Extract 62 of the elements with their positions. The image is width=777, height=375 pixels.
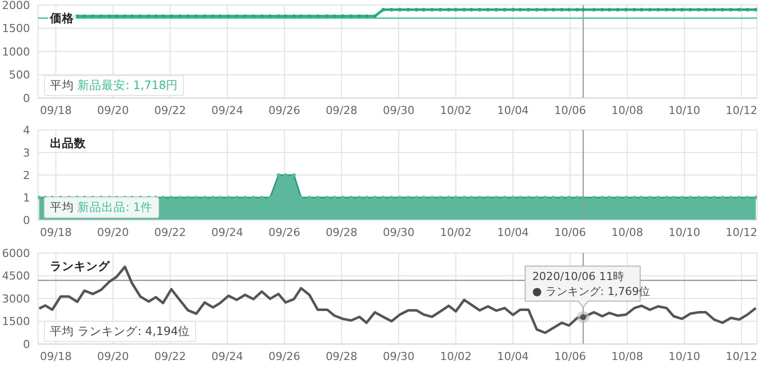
x-tick-label: 09/28 — [326, 350, 358, 363]
x-tick-label: 10/04 — [497, 104, 529, 117]
x-tick-label: 10/02 — [440, 226, 472, 239]
annotation: 平均 ランキング: 4,194位 — [50, 324, 190, 338]
y-tick-label: 0 — [23, 214, 30, 227]
x-tick-label: 10/12 — [726, 226, 758, 239]
y-tick-label: 2000 — [2, 0, 30, 12]
y-tick-label: 500 — [9, 68, 30, 82]
x-tick-label: 10/08 — [611, 104, 644, 117]
x-tick-label: 09/18 — [40, 104, 72, 117]
x-tick-label: 09/18 — [40, 226, 72, 239]
x-tick-label: 09/20 — [97, 350, 129, 363]
x-tick-label: 10/04 — [497, 350, 529, 363]
x-tick-label: 10/06 — [554, 350, 586, 363]
x-tick-label: 09/22 — [154, 350, 186, 363]
x-tick-label: 09/18 — [40, 350, 72, 363]
x-tick-label: 09/30 — [382, 104, 415, 117]
y-tick-label: 1500 — [2, 22, 30, 36]
x-tick-label: 09/26 — [268, 104, 300, 117]
text: ランキング — [48, 259, 112, 274]
x-tick-label: 09/24 — [211, 226, 244, 239]
text: 出品数 — [48, 136, 88, 151]
x-tick-label: 10/02 — [440, 104, 472, 117]
x-tick-label: 09/30 — [382, 350, 415, 363]
x-tick-label: 10/12 — [726, 350, 758, 363]
x-tick-label: 10/10 — [668, 226, 700, 239]
y-tick-label: 6000 — [2, 246, 30, 260]
annotation: 平均 新品出品: 1件 — [50, 200, 153, 214]
annotation: 平均 新品最安: 1,718円 — [50, 78, 178, 92]
y-tick-label: 3000 — [2, 292, 30, 306]
x-tick-label: 09/26 — [268, 350, 300, 363]
y-tick-label: 2 — [23, 168, 30, 182]
y-tick-label: 1000 — [2, 45, 30, 58]
x-tick-label: 10/10 — [668, 104, 700, 117]
annotation: ● ランキング: 1,769位 — [532, 285, 650, 298]
x-tick-label: 09/22 — [154, 226, 186, 239]
x-tick-label: 10/08 — [611, 226, 644, 239]
x-tick-label: 10/06 — [554, 226, 586, 239]
x-tick-label: 10/02 — [440, 350, 472, 363]
x-tick-label: 09/22 — [154, 104, 186, 117]
x-tick-label: 09/24 — [211, 104, 244, 117]
x-tick-label: 10/06 — [554, 104, 586, 117]
y-tick-label: 1 — [23, 191, 30, 204]
y-tick-label: 0 — [23, 92, 30, 105]
text: 価格 — [48, 11, 76, 26]
y-tick-label: 1500 — [2, 315, 30, 328]
x-tick-label: 09/28 — [326, 226, 358, 239]
x-tick-label: 10/04 — [497, 226, 529, 239]
x-tick-label: 09/26 — [268, 226, 300, 239]
x-tick-label: 09/28 — [326, 104, 358, 117]
y-tick-label: 4 — [23, 124, 30, 137]
x-tick-label: 09/20 — [97, 104, 129, 117]
x-tick-label: 10/08 — [611, 350, 644, 363]
x-tick-label: 10/12 — [726, 104, 758, 117]
x-tick-label: 09/20 — [97, 226, 129, 239]
y-tick-label: 4500 — [2, 270, 30, 283]
x-tick-label: 09/24 — [211, 350, 244, 363]
y-tick-label: 3 — [23, 146, 30, 160]
annotation: 2020/10/06 11時 — [532, 270, 624, 284]
x-tick-label: 10/10 — [668, 350, 700, 363]
y-tick-label: 0 — [23, 338, 30, 351]
x-tick-label: 09/30 — [382, 226, 415, 239]
